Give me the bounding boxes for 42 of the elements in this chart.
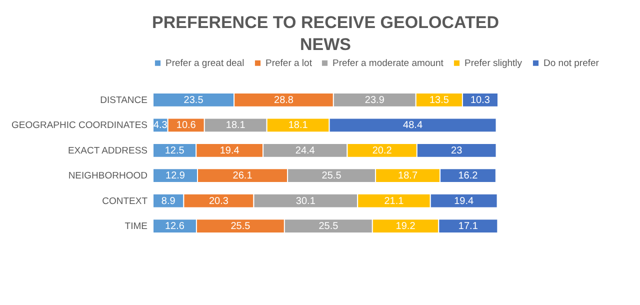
data-label: 12.6 [165,221,185,232]
data-label: 10.3 [470,94,490,106]
data-label: 25.5 [318,221,339,232]
data-label: 18.1 [288,120,308,132]
data-label: 23.5 [184,94,204,106]
data-label: 18.7 [398,170,418,182]
data-label: 8.9 [161,196,176,207]
data-label: 25.5 [230,221,251,232]
data-label: 19.4 [220,145,240,156]
data-label: 20.3 [208,196,229,207]
y-tick-label: TIME [124,221,148,232]
data-label: 13.5 [429,94,450,106]
data-label: 17.1 [458,221,478,232]
data-label: 23.9 [364,94,385,106]
legend-label: Prefer a great deal [166,58,244,70]
data-label: 12.9 [166,170,186,182]
legend-label: Prefer a lot [266,58,312,70]
data-label: 21.1 [384,196,404,207]
data-label: 4.3 [153,120,168,132]
data-label: 20.2 [372,145,392,156]
data-label: 23 [451,145,463,156]
y-tick-label: GEOGRAPHIC COORDINATES [11,120,148,132]
data-label: 28.8 [274,94,294,106]
data-label: 19.4 [454,196,474,207]
y-tick-label: CONTEXT [102,196,148,207]
data-label: 24.4 [295,145,316,156]
data-label: 26.1 [232,170,253,182]
data-label: 48.4 [403,120,423,132]
data-label: 10.6 [176,120,196,132]
legend-label: Do not prefer [544,58,599,70]
chart-title: PREFERENCE TO RECEIVE GEOLOCATED NEWS [152,13,499,54]
legend-label: Prefer slightly [464,58,522,70]
data-label: 16.2 [458,170,478,182]
y-tick-label: NEIGHBORHOOD [68,170,148,182]
y-tick-label: EXACT ADDRESS [68,145,148,156]
data-label: 25.5 [322,170,342,182]
data-label: 12.5 [164,145,185,156]
data-label: 19.2 [396,221,416,232]
data-label: 30.1 [296,196,316,207]
y-tick-label: DISTANCE [100,94,148,106]
legend-label: Prefer a moderate amount [332,58,444,70]
data-label: 18.1 [226,120,246,132]
